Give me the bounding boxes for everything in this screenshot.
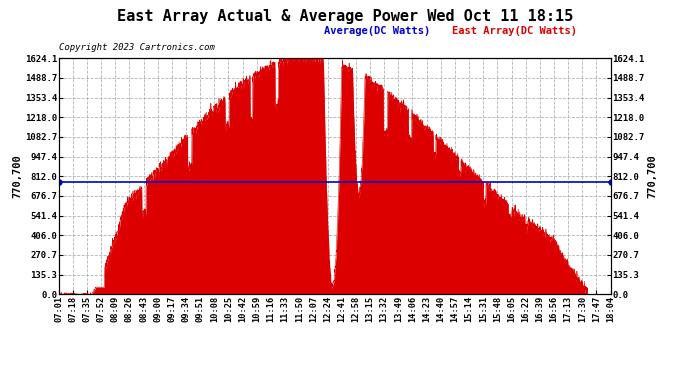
Text: East Array(DC Watts): East Array(DC Watts) [452,26,577,36]
Text: Average(DC Watts): Average(DC Watts) [324,26,431,36]
Text: Copyright 2023 Cartronics.com: Copyright 2023 Cartronics.com [59,43,215,52]
Text: East Array Actual & Average Power Wed Oct 11 18:15: East Array Actual & Average Power Wed Oc… [117,9,573,24]
Y-axis label: 770,700: 770,700 [647,154,657,198]
Y-axis label: 770,700: 770,700 [12,154,22,198]
